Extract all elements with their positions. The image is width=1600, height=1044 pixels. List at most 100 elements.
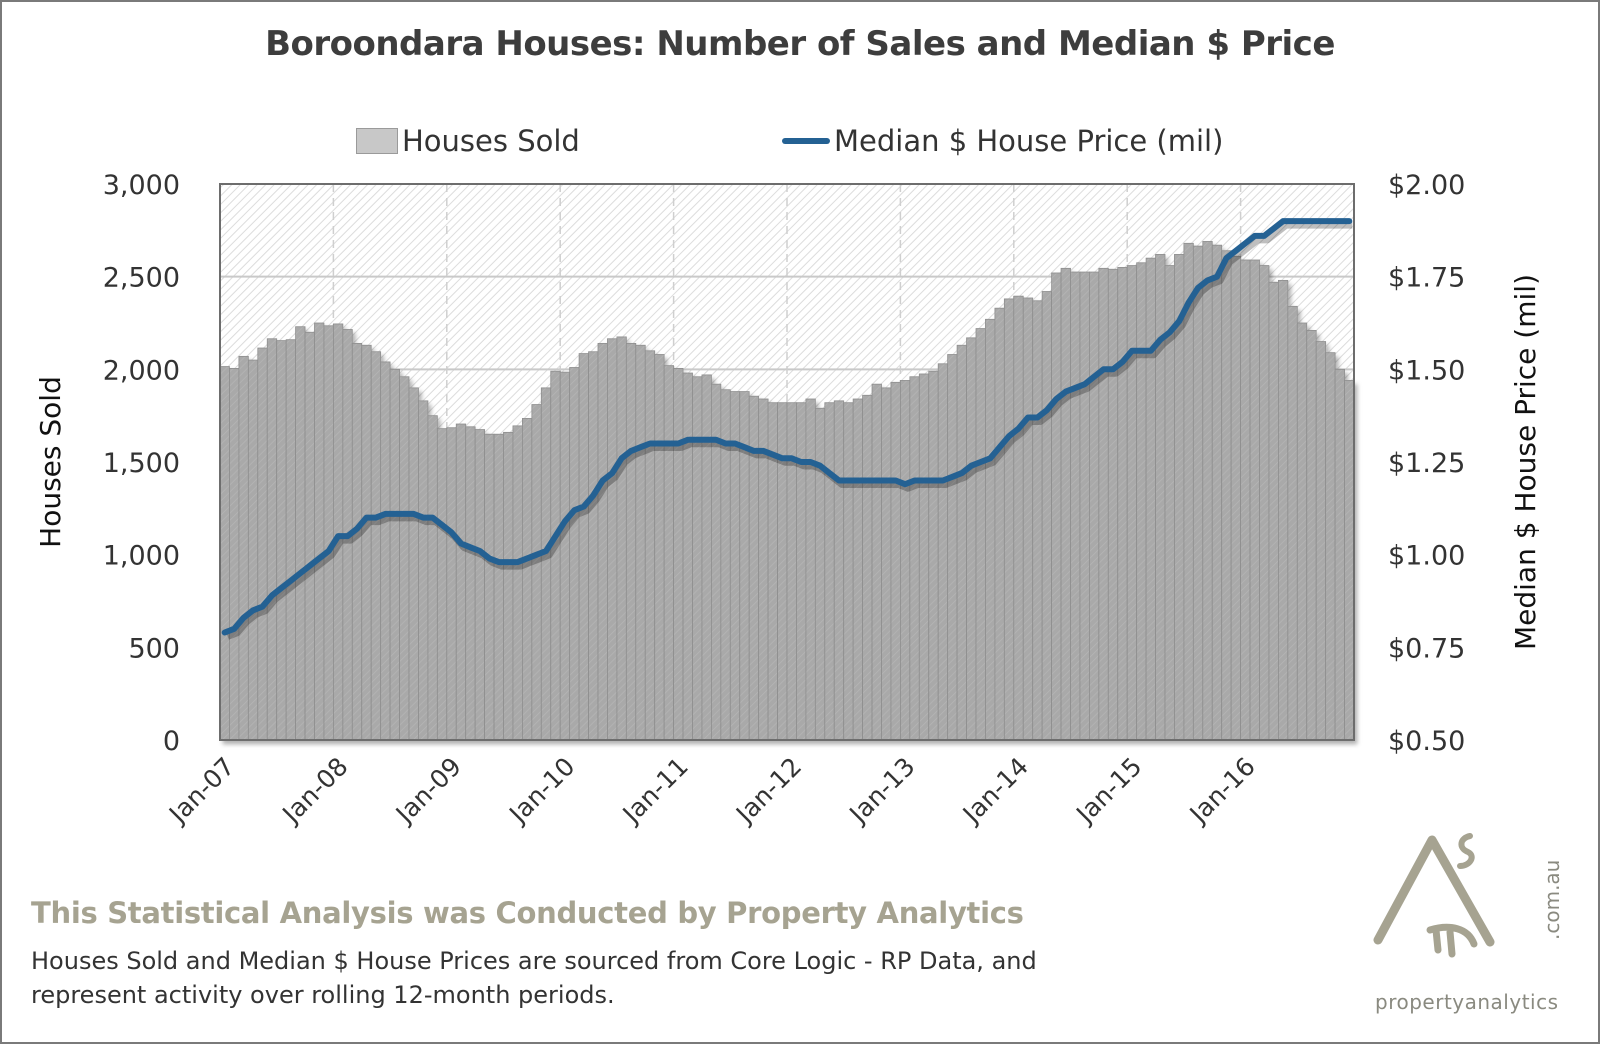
- bar-houses-sold: [796, 402, 807, 741]
- bar-houses-sold: [1032, 300, 1043, 741]
- bar-houses-sold: [304, 331, 315, 741]
- bar-houses-sold: [1221, 250, 1232, 741]
- bar-houses-sold: [247, 359, 259, 741]
- bar-houses-sold: [692, 376, 703, 741]
- bar-houses-sold: [625, 342, 637, 741]
- bar-houses-sold: [1325, 352, 1336, 741]
- bar-houses-sold: [418, 400, 429, 741]
- legend-line-swatch: [782, 138, 830, 144]
- bar-houses-sold: [1022, 297, 1034, 741]
- bar-houses-sold: [947, 354, 958, 741]
- bar-houses-sold: [673, 368, 684, 741]
- y-tick-right: $1.00: [1388, 541, 1465, 572]
- bar-houses-sold: [446, 427, 457, 741]
- logo-domain: .com.au: [1540, 859, 1564, 940]
- bar-houses-sold: [512, 425, 523, 741]
- bar-houses-sold: [389, 368, 400, 741]
- bar-houses-sold: [332, 323, 344, 741]
- bar-houses-sold: [1334, 368, 1345, 741]
- bar-houses-sold: [994, 307, 1005, 741]
- bar-houses-sold: [881, 387, 892, 741]
- bar-houses-sold: [862, 394, 873, 741]
- bar-houses-sold: [909, 376, 920, 741]
- y-axis-label-left: Houses Sold: [34, 376, 67, 548]
- bar-houses-sold: [1089, 271, 1100, 741]
- line-shadow: [226, 221, 1353, 640]
- bar-houses-sold: [380, 361, 391, 741]
- bar-houses-sold: [540, 387, 552, 741]
- legend: Houses Sold Median $ House Price (mil): [0, 124, 1600, 164]
- bar-houses-sold: [1155, 254, 1166, 741]
- bar-houses-sold: [569, 367, 580, 741]
- chart-title: Boroondara Houses: Number of Sales and M…: [265, 24, 1335, 64]
- bar-houses-sold: [1107, 268, 1119, 741]
- bar-houses-sold: [238, 355, 249, 741]
- y-tick-right: $1.75: [1388, 263, 1465, 294]
- logo-name: propertyanalytics: [1375, 990, 1559, 1014]
- bar-houses-sold: [682, 372, 693, 741]
- bar-houses-sold: [285, 339, 296, 741]
- bar-houses-sold: [522, 418, 533, 741]
- legend-item-houses-sold: Houses Sold: [356, 124, 580, 158]
- bar-houses-sold: [975, 328, 986, 741]
- bar-houses-sold: [1145, 257, 1156, 741]
- bar-houses-sold: [1117, 266, 1128, 741]
- x-tick: Jan-08: [276, 752, 354, 830]
- bar-houses-sold: [1230, 255, 1242, 741]
- property-analytics-logo-icon: [1373, 833, 1495, 958]
- y-axis-label-right: Median $ House Price (mil): [1509, 274, 1542, 650]
- y-tick-left: 1,000: [103, 541, 180, 572]
- bar-houses-sold: [588, 351, 599, 741]
- y-tick-left: 2,500: [103, 263, 180, 294]
- bar-houses-sold: [1136, 262, 1147, 741]
- plot-border: [219, 183, 1355, 741]
- bar-houses-sold: [399, 376, 410, 741]
- bar-houses-sold: [370, 351, 382, 741]
- bar-houses-sold: [635, 344, 646, 741]
- bar-houses-sold: [1240, 259, 1251, 741]
- bar-houses-sold: [956, 344, 967, 741]
- bar-houses-sold: [1192, 245, 1204, 741]
- bar-houses-sold: [1079, 271, 1090, 741]
- bar-houses-sold: [607, 338, 618, 741]
- y-tick-left: 0: [163, 726, 180, 757]
- bar-houses-sold: [436, 428, 448, 741]
- bar-houses-sold: [786, 402, 797, 741]
- bar-houses-sold: [597, 342, 608, 741]
- y-tick-right: $1.50: [1388, 355, 1465, 386]
- bar-houses-sold: [266, 338, 278, 741]
- bar-houses-sold: [843, 402, 854, 741]
- bar-houses-sold: [805, 398, 816, 741]
- legend-label-houses-sold: Houses Sold: [402, 124, 580, 158]
- bar-houses-sold: [295, 326, 306, 741]
- bar-houses-sold: [890, 381, 901, 741]
- x-tick: Jan-14: [956, 752, 1034, 830]
- footer-heading: This Statistical Analysis was Conducted …: [31, 896, 1024, 930]
- bar-houses-sold: [1278, 279, 1289, 741]
- bar-houses-sold: [937, 363, 949, 741]
- y-tick-left: 2,000: [103, 355, 180, 386]
- y-tick-left: 500: [128, 633, 180, 664]
- y-tick-left: 3,000: [103, 170, 180, 201]
- bar-houses-sold: [1013, 295, 1024, 741]
- x-tick: Jan-10: [502, 752, 580, 830]
- legend-bar-swatch: [356, 128, 398, 154]
- bar-houses-sold: [493, 433, 504, 741]
- bar-houses-sold: [1344, 380, 1355, 741]
- bar-houses-sold: [985, 318, 996, 741]
- bar-houses-sold: [1315, 341, 1327, 741]
- y-tick-right: $2.00: [1388, 170, 1465, 201]
- bar-houses-sold: [1041, 291, 1053, 741]
- bar-houses-sold: [314, 322, 325, 741]
- x-tick: Jan-15: [1069, 752, 1147, 830]
- bar-houses-sold: [833, 400, 845, 741]
- bar-houses-sold: [219, 366, 230, 741]
- bar-houses-sold: [1287, 305, 1298, 741]
- y-tick-left: 1,500: [103, 448, 180, 479]
- y-tick-right: $1.25: [1388, 448, 1465, 479]
- chart-svg: 0 500 1,000 1,500 2,000 2,500 3,000 $0.50 $0.75…: [34, 170, 1542, 830]
- bar-houses-sold: [663, 365, 675, 741]
- bar-houses-sold: [1003, 298, 1015, 741]
- footer-body: Houses Sold and Median $ House Prices ar…: [31, 947, 1037, 1009]
- bar-houses-sold: [276, 340, 287, 741]
